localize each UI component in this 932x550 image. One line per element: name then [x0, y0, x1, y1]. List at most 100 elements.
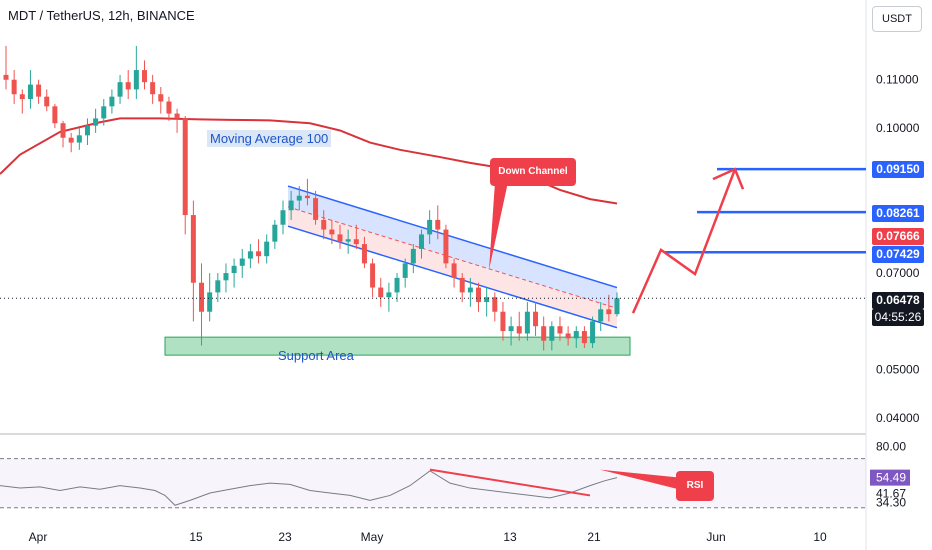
- candle-body: [109, 96, 115, 107]
- candle-body: [598, 309, 604, 322]
- candle-body: [215, 280, 221, 293]
- time-tick-label: 23: [278, 530, 292, 544]
- candle-body: [516, 326, 522, 334]
- candle-body: [190, 215, 196, 283]
- price-tick-label: 0.07000: [876, 266, 920, 280]
- support-area-label: Support Area: [278, 348, 354, 363]
- candle-body: [52, 106, 58, 124]
- candle-body: [231, 265, 237, 274]
- candle-body: [296, 195, 302, 201]
- candle-body: [36, 84, 42, 97]
- candle-body: [484, 297, 490, 303]
- price-tick-label: 0.10000: [876, 121, 920, 135]
- candle-body: [247, 251, 253, 259]
- price-tick-label: 0.05000: [876, 363, 920, 377]
- candle-body: [435, 219, 441, 230]
- moving-average-label: Moving Average 100: [207, 130, 332, 147]
- candle-body: [76, 135, 82, 143]
- currency-selector[interactable]: USDT: [872, 6, 922, 32]
- candle-body: [451, 263, 457, 278]
- price-label-2: 0.08261: [872, 205, 924, 222]
- candle-body: [117, 82, 123, 97]
- candle-body: [133, 70, 139, 90]
- candle-body: [101, 106, 107, 119]
- candle-body: [150, 82, 156, 95]
- projection-arrowhead: [712, 167, 745, 190]
- candle-body: [207, 292, 213, 312]
- rsi-tick-label: 80.00: [876, 439, 906, 453]
- candle-body: [280, 210, 286, 225]
- time-tick-label: 21: [587, 530, 601, 544]
- candle-body: [427, 219, 433, 235]
- bar-countdown-label: 04:55:26: [872, 309, 924, 326]
- candle-body: [288, 200, 294, 211]
- time-tick-label: 15: [189, 530, 203, 544]
- time-tick-label: Jun: [706, 530, 725, 544]
- price-label-3: 0.07666: [872, 228, 924, 245]
- support-area-zone: [164, 336, 631, 356]
- candle-body: [361, 244, 367, 264]
- candle-body: [370, 263, 376, 288]
- channel-upper-fill: [288, 186, 617, 309]
- last-price-label: 0.06478: [872, 292, 924, 309]
- price-tick-label: 0.11000: [876, 73, 919, 87]
- candle-body: [418, 234, 424, 249]
- candle-body: [329, 229, 335, 235]
- candle-body: [590, 321, 596, 344]
- candle-body: [304, 195, 310, 199]
- candle-body: [467, 287, 473, 293]
- candle-body: [573, 331, 579, 339]
- rsi-divergence-line: [429, 468, 591, 497]
- candle-body: [565, 333, 571, 339]
- rsi-band-fill: [0, 458, 866, 508]
- down-channel-callout: Down Channel: [490, 158, 576, 186]
- candle-body: [60, 123, 66, 138]
- time-tick-label: May: [361, 530, 384, 544]
- candle-body: [386, 292, 392, 298]
- candle-body: [199, 282, 205, 312]
- chart-title: MDT / TetherUS, 12h, BINANCE: [8, 8, 195, 23]
- candle-body: [443, 229, 449, 264]
- candle-body: [476, 287, 482, 303]
- candle-body: [68, 137, 74, 143]
- candle-body: [84, 125, 90, 136]
- rsi-line: [0, 470, 618, 506]
- rsi-callout-pointer: [600, 469, 680, 490]
- down-channel-pointer: [489, 182, 508, 270]
- candle-body: [541, 326, 547, 341]
- price-axis: 0.11000 0.10000 0.07000 0.05000 0.04000: [876, 73, 920, 425]
- candle-body: [606, 309, 612, 315]
- channel-mid-line: [287, 206, 618, 309]
- candle-body: [125, 82, 131, 90]
- candle-body: [158, 94, 164, 102]
- candle-body: [500, 311, 506, 332]
- time-tick-label: Apr: [29, 530, 48, 544]
- candle-body: [272, 224, 278, 242]
- candle-body: [581, 331, 587, 344]
- time-axis: Apr 15 23 May 13 21 Jun 10: [29, 530, 827, 544]
- candle-body: [321, 219, 327, 230]
- candle-body: [141, 70, 147, 83]
- rsi-tick-label: 34.30: [876, 495, 906, 509]
- candle-body: [459, 277, 465, 293]
- candle-body: [166, 101, 172, 114]
- candle-body: [182, 118, 188, 216]
- candle-body: [353, 239, 359, 245]
- rsi-callout: RSI: [676, 471, 714, 501]
- candle-body: [19, 94, 25, 100]
- candle-body: [223, 273, 229, 281]
- candle-body: [410, 248, 416, 264]
- time-tick-label: 13: [503, 530, 517, 544]
- candle-body: [93, 118, 99, 126]
- price-label-4: 0.07429: [872, 246, 924, 263]
- candle-body: [378, 287, 384, 298]
- candle-body: [508, 326, 514, 332]
- candle-body: [264, 241, 270, 257]
- candle-body: [313, 198, 319, 220]
- candle-body: [557, 326, 563, 334]
- rsi-tick-label: 41.67: [876, 486, 906, 500]
- rsi-value-badge: [870, 469, 910, 486]
- candle-body: [256, 251, 262, 257]
- candle-body: [174, 113, 180, 119]
